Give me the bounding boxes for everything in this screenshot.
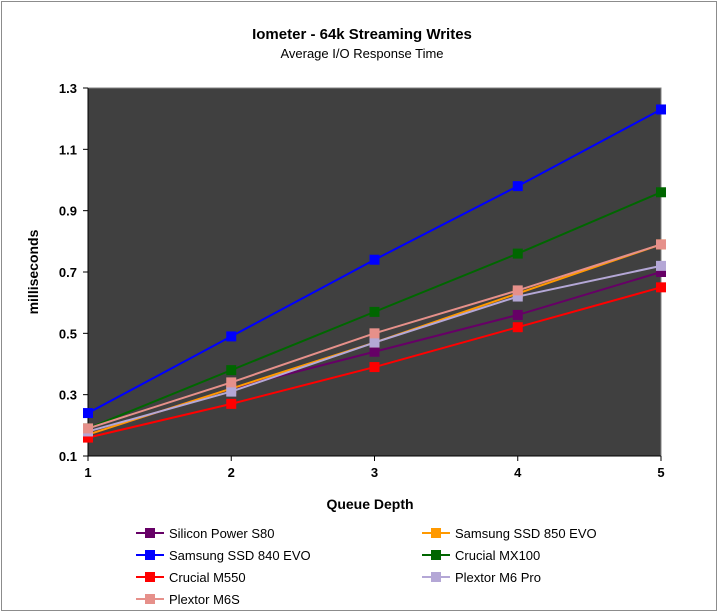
y-tick-label: 0.5 bbox=[59, 326, 77, 341]
series-3 bbox=[83, 104, 666, 419]
legend-label: Samsung SSD 840 EVO bbox=[169, 548, 311, 563]
y-tick-label: 0.1 bbox=[59, 449, 77, 464]
data-point bbox=[656, 187, 666, 198]
x-axis: 1 2 3 4 5 bbox=[84, 455, 665, 480]
data-point bbox=[369, 328, 380, 339]
series-layer bbox=[83, 104, 666, 443]
legend-item: Crucial MX100 bbox=[422, 548, 540, 563]
legend-item: Samsung SSD 840 EVO bbox=[136, 548, 311, 563]
legend-label: Crucial MX100 bbox=[455, 548, 540, 563]
x-tick-label: 1 bbox=[84, 465, 91, 480]
legend-swatch-marker bbox=[145, 550, 155, 560]
data-point bbox=[512, 309, 523, 320]
data-point bbox=[369, 337, 380, 348]
legend-item: Crucial M550 bbox=[136, 570, 246, 585]
data-point bbox=[369, 346, 380, 357]
data-point bbox=[656, 239, 666, 250]
data-point bbox=[226, 398, 237, 409]
data-point bbox=[512, 322, 523, 333]
legend-label: Silicon Power S80 bbox=[169, 526, 275, 541]
data-point bbox=[656, 267, 666, 277]
data-point bbox=[83, 432, 93, 443]
legend-label: Crucial M550 bbox=[169, 570, 246, 585]
y-tick-label: 0.7 bbox=[59, 265, 77, 280]
series-7 bbox=[83, 239, 666, 434]
data-point bbox=[369, 306, 380, 317]
legend-swatch-marker bbox=[431, 528, 441, 538]
y-tick-label: 0.3 bbox=[59, 388, 77, 403]
data-point bbox=[656, 104, 666, 115]
data-point bbox=[226, 377, 237, 388]
data-point bbox=[656, 282, 666, 293]
data-point bbox=[369, 254, 380, 265]
x-tick-label: 3 bbox=[371, 465, 378, 480]
y-axis: 0.1 0.3 0.5 0.7 0.9 1.1 1.3 bbox=[59, 81, 89, 464]
legend-swatch-marker bbox=[145, 594, 155, 604]
legend-swatch-marker bbox=[431, 572, 441, 582]
legend-label: Plextor M6 Pro bbox=[455, 570, 541, 585]
legend-item: Silicon Power S80 bbox=[136, 526, 275, 541]
series-5 bbox=[83, 282, 666, 443]
legend-swatch-marker bbox=[145, 572, 155, 582]
y-axis-label: milliseconds bbox=[25, 229, 41, 314]
y-tick-label: 0.9 bbox=[59, 204, 77, 219]
legend: Silicon Power S80 Samsung SSD 850 EVO Sams… bbox=[136, 526, 597, 607]
data-point bbox=[512, 181, 523, 192]
data-point bbox=[226, 331, 237, 342]
y-tick-label: 1.3 bbox=[59, 81, 77, 96]
legend-item: Plextor M6S bbox=[136, 592, 240, 607]
legend-label: Plextor M6S bbox=[169, 592, 240, 607]
legend-item: Samsung SSD 850 EVO bbox=[422, 526, 597, 541]
data-point bbox=[83, 408, 93, 419]
data-point bbox=[656, 260, 666, 271]
data-point bbox=[226, 365, 237, 376]
data-point bbox=[512, 285, 523, 296]
legend-swatch-marker bbox=[145, 528, 155, 538]
legend-item: Plextor M6 Pro bbox=[422, 570, 541, 585]
legend-label: Samsung SSD 850 EVO bbox=[455, 526, 597, 541]
x-tick-label: 4 bbox=[514, 465, 522, 480]
data-point bbox=[512, 291, 523, 302]
data-point bbox=[369, 362, 380, 373]
plot-area bbox=[87, 87, 662, 457]
data-point bbox=[226, 386, 237, 397]
x-tick-label: 5 bbox=[657, 465, 664, 480]
y-tick-label: 1.1 bbox=[59, 142, 77, 157]
legend-swatch-marker bbox=[431, 550, 441, 560]
data-point bbox=[512, 248, 523, 259]
x-tick-label: 2 bbox=[228, 465, 235, 480]
chart-title: Iometer - 64k Streaming Writes bbox=[252, 26, 472, 43]
data-point bbox=[83, 423, 93, 434]
chart-subtitle: Average I/O Response Time bbox=[280, 46, 443, 61]
x-axis-label: Queue Depth bbox=[326, 496, 413, 512]
